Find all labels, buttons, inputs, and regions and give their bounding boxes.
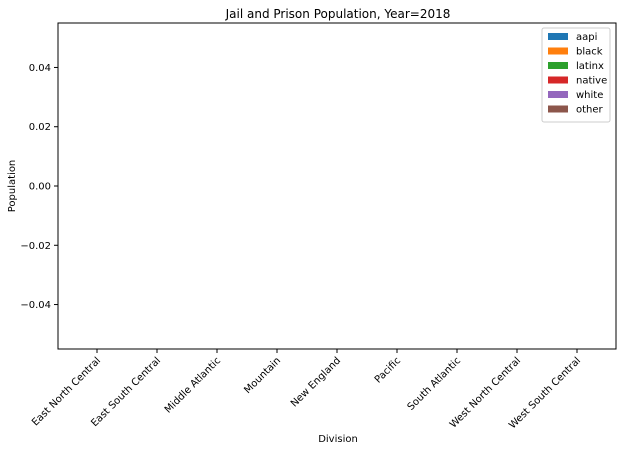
legend-swatch bbox=[548, 62, 568, 69]
plot-area bbox=[57, 22, 617, 350]
legend-swatch bbox=[548, 76, 568, 84]
x-tick-label: East South Central bbox=[89, 355, 163, 429]
legend-label: other bbox=[576, 105, 604, 116]
legend-swatch bbox=[548, 91, 568, 98]
legend-swatch bbox=[548, 33, 568, 40]
y-axis: 0.04 0.02 0.00 −0.02 −0.04 bbox=[20, 63, 58, 311]
y-tick-label: 0.00 bbox=[29, 182, 51, 193]
x-axis-title: Division bbox=[318, 434, 358, 445]
y-tick-label: 0.04 bbox=[29, 63, 51, 74]
x-tick-label: Middle Atlantic bbox=[163, 355, 223, 415]
x-tick-label: New England bbox=[289, 355, 343, 409]
y-tick-label: −0.04 bbox=[20, 300, 51, 311]
legend-label: latinx bbox=[576, 61, 604, 72]
chart-title: Jail and Prison Population, Year=2018 bbox=[225, 7, 451, 21]
y-tick-label: −0.02 bbox=[20, 241, 51, 252]
legend-label: aapi bbox=[576, 32, 597, 43]
legend: aapi black latinx native white other bbox=[541, 27, 611, 123]
legend-swatch bbox=[548, 47, 568, 55]
legend-label: white bbox=[576, 90, 603, 101]
legend-swatch bbox=[548, 105, 568, 113]
y-axis-title: Population bbox=[7, 160, 18, 213]
x-tick-label: Mountain bbox=[242, 355, 283, 396]
y-tick-label: 0.02 bbox=[29, 122, 51, 133]
x-tick-label: Pacific bbox=[373, 355, 403, 385]
legend-label: black bbox=[576, 47, 603, 58]
legend-label: native bbox=[576, 76, 607, 87]
x-tick-label: South Atlantic bbox=[406, 355, 463, 412]
